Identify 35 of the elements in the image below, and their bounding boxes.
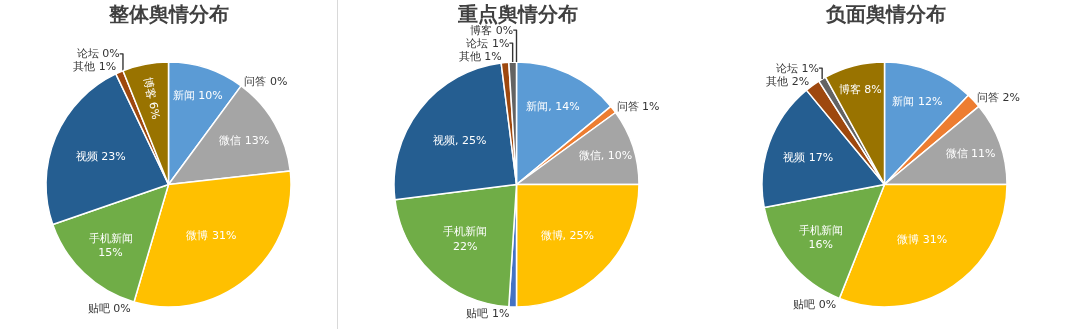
chart-title: 负面舆情分布 xyxy=(825,1,946,26)
slice-label: 博客 6% xyxy=(141,75,163,121)
category-label: 论坛 0% xyxy=(76,47,120,61)
slice-label: 微信, 10% xyxy=(578,149,633,163)
slice-label: 手机新闻 xyxy=(443,225,488,239)
category-label: 贴吧 0% xyxy=(793,297,837,311)
slice-label: 新闻 12% xyxy=(892,94,943,108)
slice-label: 微信 11% xyxy=(945,147,996,160)
slice-label: 视频 23% xyxy=(75,149,126,163)
data-label: 15% xyxy=(98,245,123,259)
chart-title: 重点舆情分布 xyxy=(457,1,578,26)
slice-label: 微博 31% xyxy=(897,233,948,247)
slice-label: 贴吧 1% xyxy=(466,306,510,320)
slice-label: 手机新闻 xyxy=(798,223,843,237)
slice-label: 问答 2% xyxy=(977,91,1020,105)
slice-label: 其他 2% xyxy=(766,74,810,88)
chart-title: 整体舆情分布 xyxy=(107,1,229,26)
slice-label: 论坛 1% xyxy=(466,36,510,50)
slice-label: 问答 1% xyxy=(616,100,660,114)
slice-label: 微博 31% xyxy=(186,229,237,243)
data-label: 16% xyxy=(808,237,834,251)
data-label: 22% xyxy=(453,239,478,253)
category-label: 贴吧 0% xyxy=(87,301,131,315)
slice-label: 手机新闻 xyxy=(88,231,133,245)
slice-label: 论坛 1% xyxy=(775,61,819,75)
slice-label: 微博, 25% xyxy=(540,228,594,242)
slice-label: 新闻, 14% xyxy=(526,100,580,114)
slice-label: 视频, 25% xyxy=(433,134,487,148)
slice-label: 其他 1% xyxy=(458,49,502,63)
slice-label: 视频 17% xyxy=(783,150,834,164)
slice-label: 新闻 10% xyxy=(172,89,223,103)
slice-label: 微信 13% xyxy=(219,134,270,148)
slice-label: 博客 8% xyxy=(838,82,882,96)
slice-label: 其他 1% xyxy=(73,60,117,74)
category-label: 问答 0% xyxy=(244,75,288,89)
